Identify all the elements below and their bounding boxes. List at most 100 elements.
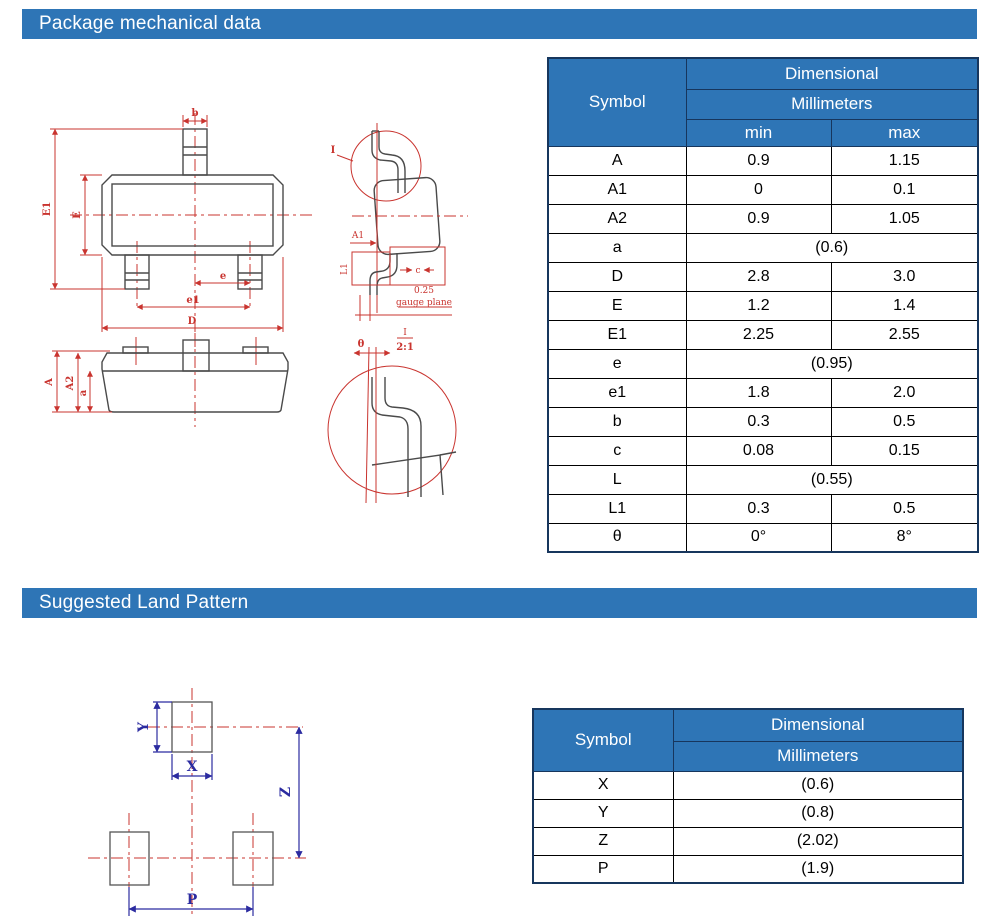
land-header-millimeters: Millimeters <box>672 740 964 772</box>
section-header-package-mechanical-data: Package mechanical data <box>22 9 977 39</box>
symbol-cell: θ <box>547 522 687 553</box>
symbol-cell: P <box>532 854 674 884</box>
symbol-cell: L1 <box>547 493 687 524</box>
symbol-cell: Y <box>532 798 674 828</box>
table-header-row: min max <box>548 118 979 147</box>
value-cell: (0.95) <box>685 348 979 379</box>
dim-label-D: D <box>188 316 197 327</box>
top-lead <box>182 128 208 176</box>
table-header-row: Symbol Dimensional <box>547 57 979 147</box>
dim-label-e1: e1 <box>186 295 199 306</box>
dim-label-L1: L1 <box>340 263 350 275</box>
detail-circle <box>327 365 457 495</box>
L1-annotation-box <box>351 251 391 286</box>
land-header-dimensional: Dimensional <box>672 708 964 742</box>
front-right-lead-stub <box>242 346 269 354</box>
dim-label-c: c <box>415 266 420 276</box>
table-row: P (1.9) <box>532 854 964 884</box>
max-cell: 0.5 <box>830 493 979 524</box>
front-view-drawing: A A2 a <box>44 333 289 427</box>
table-row: E1 2.25 2.55 <box>547 319 979 350</box>
table-row: D 2.8 3.0 <box>547 261 979 292</box>
upper-lead-outline <box>371 131 399 193</box>
dim-label-b: b <box>192 108 199 119</box>
package-body-outline <box>101 174 284 256</box>
min-cell: 0.08 <box>685 435 832 466</box>
value-cell: (0.6) <box>685 232 979 263</box>
upper-lead-outline <box>378 131 406 193</box>
detail-scale-label: 2:1 <box>396 342 414 353</box>
dim-label-Z: Z <box>278 787 294 797</box>
table-row: b 0.3 0.5 <box>547 406 979 437</box>
bottom-right-pad <box>232 831 274 886</box>
min-cell: 0 <box>685 174 832 205</box>
detail-lead-outline <box>371 377 409 497</box>
bottom-left-lead <box>124 254 150 290</box>
max-cell: 3.0 <box>830 261 979 292</box>
mech-header-dimensional: Dimensional <box>685 57 979 90</box>
dim-label-A1: A1 <box>351 231 364 241</box>
mech-header-symbol: Symbol <box>547 57 687 147</box>
symbol-cell: X <box>532 770 674 800</box>
dim-label-A2: A2 <box>65 376 76 392</box>
dim-label-A: A <box>44 378 55 387</box>
table-row: X (0.6) <box>532 770 964 800</box>
mech-header-max: max <box>830 118 979 147</box>
table-row: c 0.08 0.15 <box>547 435 979 466</box>
dim-label-Y: Y <box>136 721 152 733</box>
table-header-row: Millimeters <box>548 88 979 120</box>
table-row: e (0.95) <box>547 348 979 379</box>
max-cell: 1.05 <box>830 203 979 234</box>
max-cell: 2.55 <box>830 319 979 350</box>
value-cell: (0.8) <box>672 798 964 828</box>
max-cell: 0.1 <box>830 174 979 205</box>
symbol-cell: E1 <box>547 319 687 350</box>
symbol-cell: Z <box>532 826 674 856</box>
table-row: θ 0° 8° <box>547 522 979 553</box>
dim-label-X: X <box>187 759 198 775</box>
symbol-cell: b <box>547 406 687 437</box>
table-row: A1 0 0.1 <box>547 174 979 205</box>
table-header-row: Millimeters <box>533 740 964 772</box>
dim-label-e: e <box>220 271 226 282</box>
min-cell: 2.8 <box>685 261 832 292</box>
callout-label-I: I <box>331 145 336 156</box>
section-title: Package mechanical data <box>39 13 262 34</box>
min-cell: 0.9 <box>685 145 832 176</box>
symbol-cell: e1 <box>547 377 687 408</box>
symbol-cell: A2 <box>547 203 687 234</box>
dim-label-theta: θ <box>358 339 365 350</box>
land-pattern-drawing: Y X Z P <box>88 688 306 916</box>
table-row: A 0.9 1.15 <box>547 145 979 176</box>
detail-callout-circle <box>350 130 422 202</box>
dim-label-P: P <box>187 892 198 908</box>
value-cell: (2.02) <box>672 826 964 856</box>
min-cell: 1.2 <box>685 290 832 321</box>
symbol-cell: A <box>547 145 687 176</box>
table-row: e1 1.8 2.0 <box>547 377 979 408</box>
lower-lead-outline <box>369 253 391 295</box>
min-cell: 2.25 <box>685 319 832 350</box>
value-cell: (1.9) <box>672 854 964 884</box>
gauge-plane-label: gauge plane <box>396 298 452 308</box>
package-body-inner <box>111 183 274 247</box>
min-cell: 0° <box>685 522 832 553</box>
section-header-suggested-land-pattern: Suggested Land Pattern <box>22 588 977 618</box>
mech-header-min: min <box>685 118 832 147</box>
max-cell: 0.15 <box>830 435 979 466</box>
value-cell: (0.6) <box>672 770 964 800</box>
min-cell: 0.3 <box>685 493 832 524</box>
max-cell: 8° <box>830 522 979 553</box>
detail-body-edge <box>439 451 457 456</box>
table-row: L1 0.3 0.5 <box>547 493 979 524</box>
table-row: Y (0.8) <box>532 798 964 828</box>
c-annotation-box <box>389 246 446 286</box>
side-view-drawing: I A1 L1 c 0.25 gauge plane <box>331 123 468 321</box>
detail-lead-outline <box>384 377 422 497</box>
min-cell: 0.3 <box>685 406 832 437</box>
symbol-cell: L <box>547 464 687 495</box>
value-cell: (0.55) <box>685 464 979 495</box>
min-cell: 1.8 <box>685 377 832 408</box>
land-header-symbol: Symbol <box>532 708 674 772</box>
table-header-row: Symbol Dimensional <box>532 708 964 772</box>
